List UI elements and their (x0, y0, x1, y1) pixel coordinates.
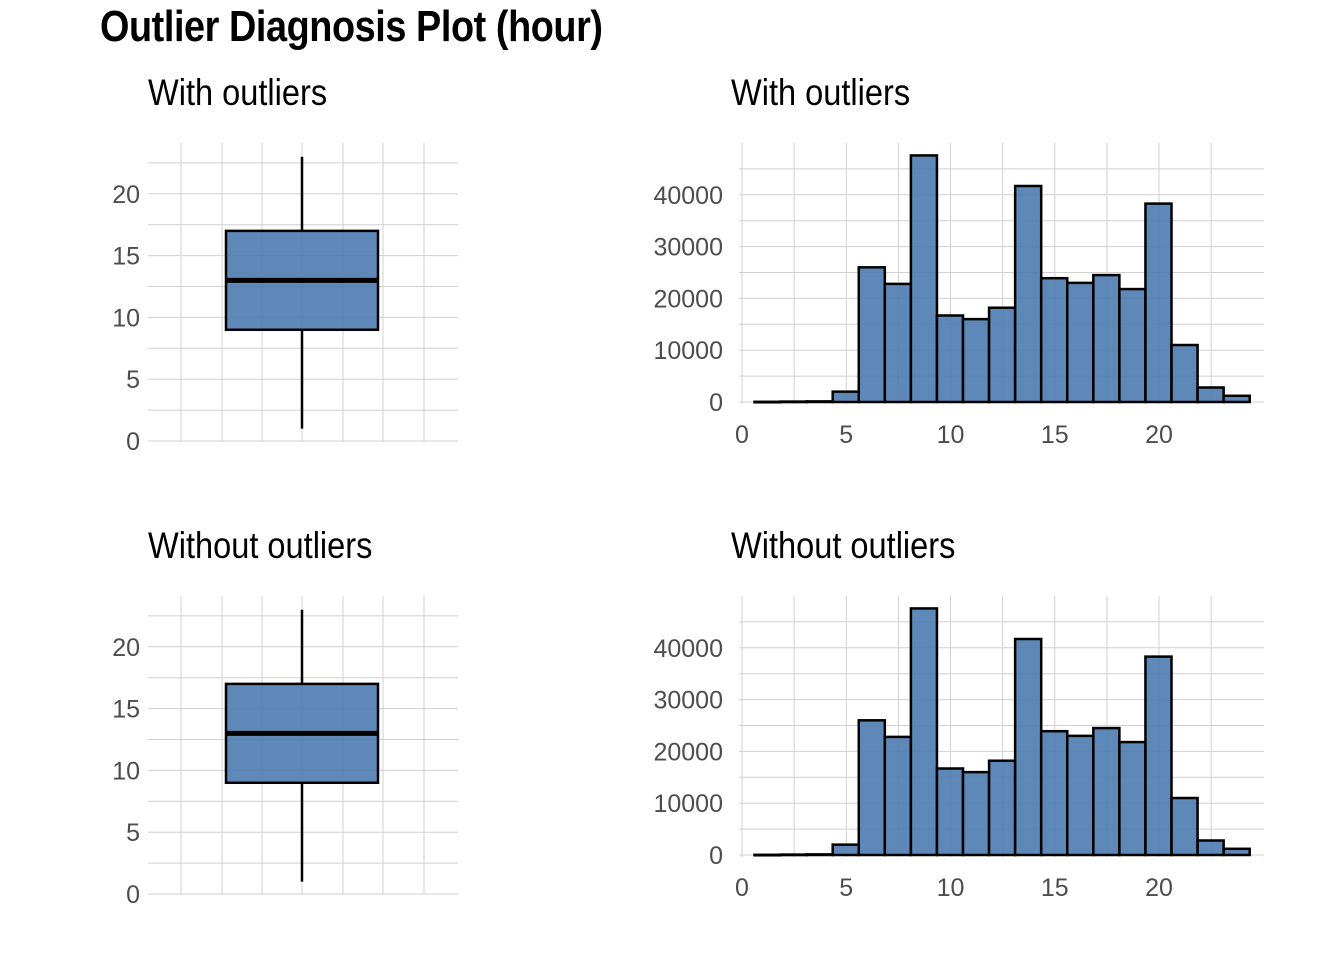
histogram-bar (1170, 343, 1199, 404)
histogram-bar (1039, 276, 1069, 404)
histogram-bar (1066, 281, 1095, 404)
histogram-bar (1144, 202, 1173, 404)
histogram-bar (805, 853, 834, 857)
histogram-bar (1013, 184, 1043, 404)
y-tick-label: 10 (112, 757, 140, 785)
y-tick-label: 10000 (653, 790, 723, 818)
y-tick-label: 40000 (653, 635, 723, 663)
histogram-bar (1196, 839, 1225, 857)
y-tick-label: 15 (112, 696, 140, 724)
y-tick-label: 5 (126, 366, 140, 394)
histogram-bar (857, 266, 887, 404)
x-tick-label: 15 (1041, 874, 1069, 902)
histogram-bar (1222, 394, 1251, 404)
histogram-bar (935, 767, 965, 857)
panel-2: 0 10000 20000 30000 40000 0 5 10 15 20 (653, 143, 1264, 449)
histogram-bar (1066, 734, 1095, 857)
x-tick-label: 0 (735, 421, 749, 449)
chart-title: Outlier Diagnosis Plot (hour) (100, 2, 603, 51)
histogram-bar (831, 390, 861, 404)
y-tick-label: 0 (126, 881, 140, 909)
histogram-bar (909, 607, 939, 857)
panel-4: 0 10000 20000 30000 40000 0 5 10 15 20 (653, 596, 1264, 902)
x-tick-label: 5 (839, 874, 853, 902)
x-tick-label: 10 (937, 874, 965, 902)
y-tick-label: 20 (112, 634, 140, 662)
histogram-bar (857, 719, 887, 857)
histogram-bar (1013, 637, 1043, 857)
y-tick-label: 20 (112, 181, 140, 209)
y-tick-label: 0 (709, 842, 723, 870)
y-tick-label: 10 (112, 304, 140, 332)
y-tick-label: 20000 (653, 738, 723, 766)
panel-title-hist-with-outliers: With outliers (731, 72, 911, 113)
x-tick-label: 10 (937, 421, 965, 449)
histogram-bar (961, 770, 991, 857)
histogram-bar (883, 282, 913, 404)
panel-1: 0 5 10 15 20 (112, 143, 458, 456)
histogram-bar (1196, 386, 1225, 404)
y-tick-label: 30000 (653, 234, 723, 262)
histogram-bar (753, 400, 782, 404)
histogram-bar (1170, 796, 1199, 857)
x-tick-label: 15 (1041, 421, 1069, 449)
histogram-bar (1092, 726, 1121, 857)
histogram-bar (779, 853, 808, 857)
y-tick-label: 15 (112, 243, 140, 271)
histogram-bar (805, 400, 834, 404)
histogram-bar (753, 853, 782, 857)
histogram-bar (883, 735, 913, 857)
histogram-bar (779, 400, 808, 404)
histogram-bar (1118, 740, 1147, 857)
x-tick-label: 20 (1145, 421, 1173, 449)
y-tick-label: 5 (126, 819, 140, 847)
panel-title-box-with-outliers: With outliers (148, 72, 328, 113)
panel-title-box-without-outliers: Without outliers (148, 525, 373, 566)
histogram-bar (987, 306, 1017, 404)
y-tick-label: 0 (126, 428, 140, 456)
histogram-bar (935, 314, 965, 404)
histogram-bar (1092, 273, 1121, 404)
y-tick-label: 20000 (653, 285, 723, 313)
histogram-bar (987, 759, 1017, 857)
panel-3: 0 5 10 15 20 (112, 596, 458, 909)
x-tick-label: 20 (1145, 874, 1173, 902)
x-tick-label: 0 (735, 874, 749, 902)
y-tick-label: 40000 (653, 182, 723, 210)
histogram-bar (1222, 847, 1251, 857)
y-tick-label: 0 (709, 389, 723, 417)
histogram-bar (1039, 729, 1069, 857)
histogram-bar (1118, 287, 1147, 404)
histogram-bar (831, 843, 861, 857)
y-tick-label: 30000 (653, 687, 723, 715)
panel-title-hist-without-outliers: Without outliers (731, 525, 956, 566)
histogram-bar (961, 317, 991, 404)
x-tick-label: 5 (839, 421, 853, 449)
histogram-bar (1144, 655, 1173, 857)
histogram-bar (909, 154, 939, 404)
y-tick-label: 10000 (653, 337, 723, 365)
